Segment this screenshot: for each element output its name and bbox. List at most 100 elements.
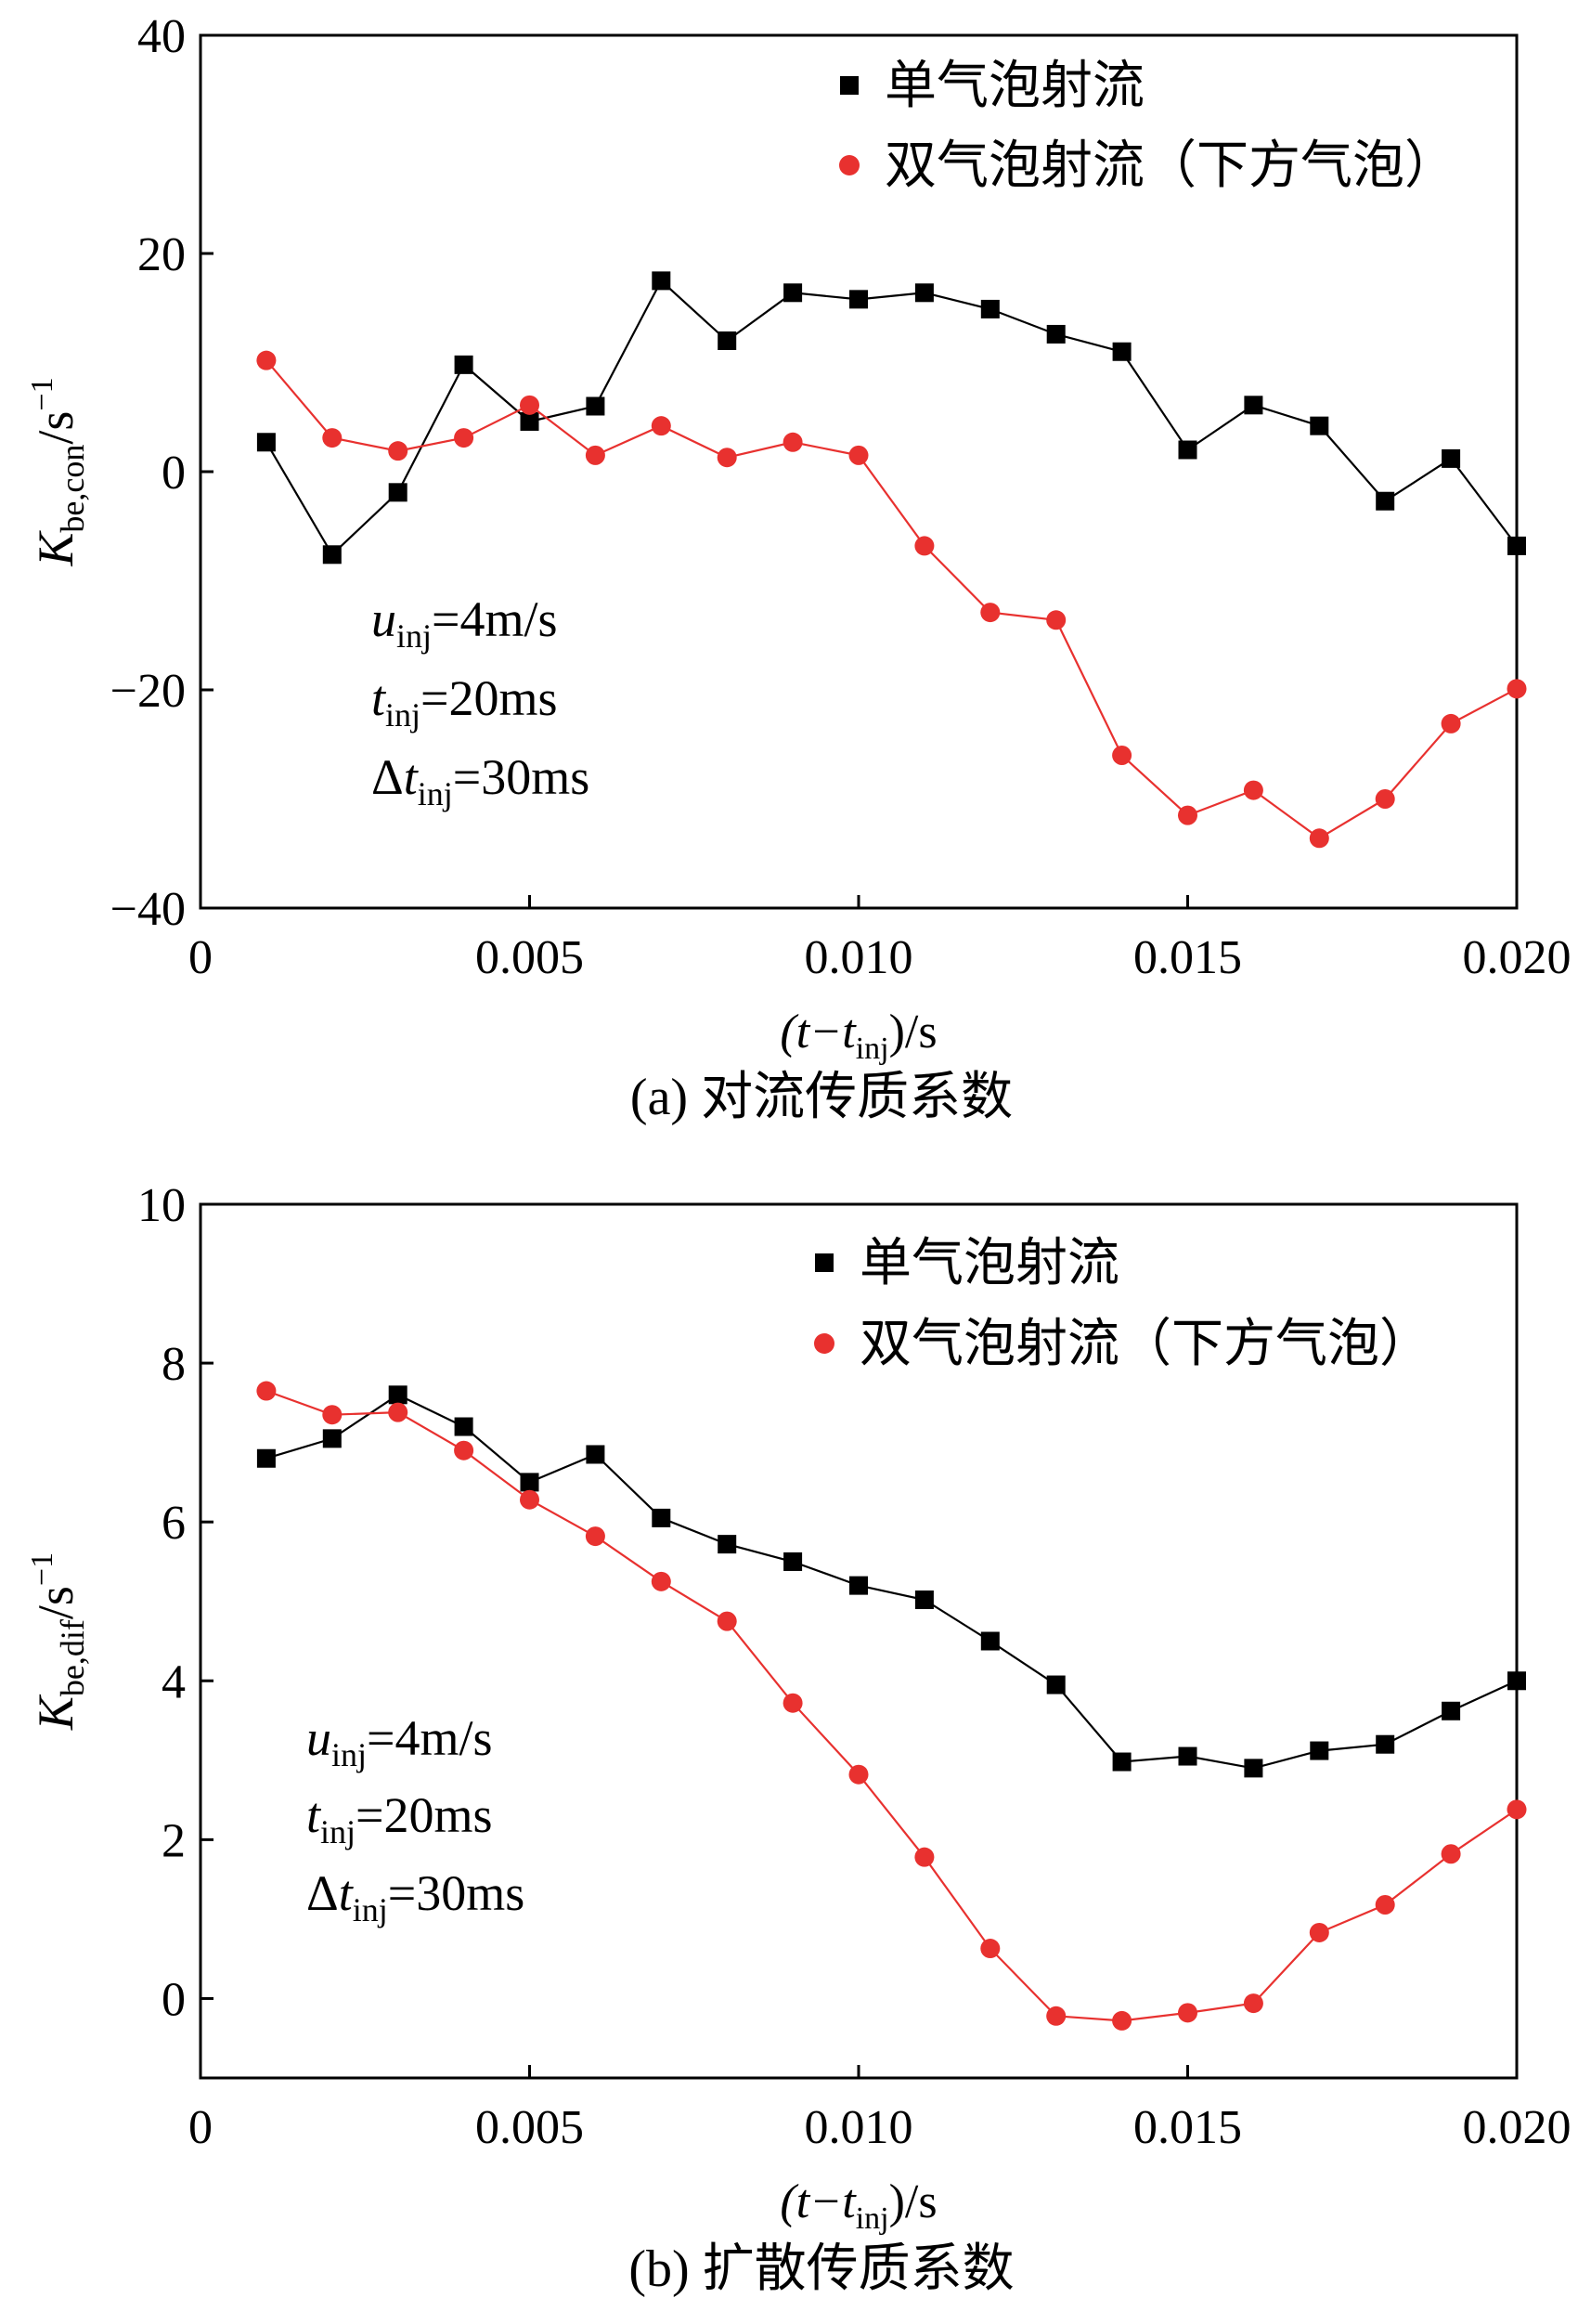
data-point [585,1526,605,1547]
data-point [783,283,803,303]
data-point [1310,1741,1329,1760]
data-point [1442,448,1461,468]
data-point [1507,1799,1527,1820]
x-tick-label: 0.015 [1133,931,1242,984]
data-point [1178,1746,1197,1766]
data-point [454,355,473,374]
legend-marker-circle [814,1333,834,1354]
data-point [1244,1759,1263,1778]
x-tick-label: 0.010 [805,931,913,984]
data-point [1309,828,1329,849]
data-point [586,1445,605,1464]
data-point [322,428,343,448]
series-double-bubble [256,350,1527,849]
data-point [1046,324,1066,344]
data-point [1309,1922,1329,1942]
legend-label: 单气泡射流 [885,58,1145,115]
data-point [849,1576,868,1595]
y-tick-label: 10 [137,1179,186,1232]
data-point [980,1939,1001,1959]
data-point [520,395,539,415]
data-point [520,1489,539,1510]
data-point [1243,1993,1263,2014]
data-point [1310,416,1329,435]
data-point [1243,780,1263,800]
data-point [980,603,1001,623]
data-point [980,1631,1000,1651]
annotation-t-inj: tinj=20ms [371,670,558,734]
series-single-bubble [256,271,1526,565]
data-point [1046,610,1067,630]
data-point [1178,2003,1197,2023]
legend-marker-circle [839,155,860,175]
data-point [388,483,407,502]
figure-caption: (b) 扩散传质系数 [628,2240,1014,2298]
data-point [651,1571,671,1591]
data-point [1046,2006,1067,2026]
data-point [1375,789,1395,809]
x-tick-label: 0.015 [1133,2101,1242,2154]
legend-label: 单气泡射流 [860,1235,1119,1292]
chart-b: 0 0.005 0.010 0.015 0.020 0 2 4 6 8 10 (t−tinj)/s Kb… [25,1179,1572,2298]
series-double-bubble [256,1381,1527,2031]
data-point [718,331,737,350]
data-point [388,1402,408,1422]
data-point [1442,1701,1461,1720]
data-point [914,283,934,303]
y-tick-label: 40 [137,10,186,63]
data-point [1376,491,1395,511]
data-point [256,1448,276,1468]
x-tick-label: 0 [188,2101,213,2154]
data-point [322,1405,343,1425]
data-point [454,1440,474,1461]
data-point [520,411,539,431]
annotation-delta-t-inj: Δtinj=30ms [371,749,589,812]
data-point [322,1429,342,1448]
data-point [1441,1844,1461,1864]
legend-label: 双气泡射流（下方气泡） [885,137,1456,195]
data-point [586,396,605,416]
data-point [848,1764,869,1785]
x-tick-label: 0.020 [1463,931,1572,984]
legend-marker-square [815,1253,834,1272]
y-tick-label: −20 [110,665,186,718]
annotation-delta-t-inj: Δtinj=30ms [306,1865,524,1928]
data-point [1112,2010,1132,2031]
data-point [783,1693,803,1713]
data-point [1112,1752,1132,1772]
annotation-u-inj: uinj=4m/s [306,1710,493,1773]
figure-caption: (a) 对流传质系数 [630,1069,1013,1126]
data-point [783,432,803,452]
data-point [1441,713,1461,734]
data-point [783,1551,803,1571]
data-point [1375,1895,1395,1915]
x-tick-label: 0.020 [1463,2101,1572,2154]
data-point [980,299,1000,318]
x-axis-label: (t−tinj)/s [780,1006,937,1066]
chart-a: 0 0.005 0.010 0.015 0.020 −40 −20 0 20 40 (t−tinj)… [25,10,1572,1126]
data-point [717,1611,737,1631]
y-tick-label: 6 [162,1497,186,1550]
legend-label: 双气泡射流（下方气泡） [860,1316,1431,1373]
data-point [520,1473,539,1492]
data-point [848,445,869,465]
data-point [1112,746,1132,765]
annotation-t-inj: tinj=20ms [306,1787,493,1850]
data-point [256,350,277,370]
series-line [265,1394,1518,1770]
data-point [1046,1675,1066,1694]
annotation-u-inj: uinj=4m/s [371,591,558,655]
data-point [914,1847,935,1867]
y-tick-label: 8 [162,1338,186,1391]
data-point [585,445,605,465]
series-line [265,359,1518,840]
y-tick-label: −40 [110,883,186,936]
data-point [1178,440,1197,460]
data-point [1507,536,1526,555]
y-axis-label: Kbe,dif/s−1 [25,1552,91,1731]
series-single-bubble [256,1385,1526,1778]
data-point [388,1385,407,1405]
data-point [717,448,737,468]
